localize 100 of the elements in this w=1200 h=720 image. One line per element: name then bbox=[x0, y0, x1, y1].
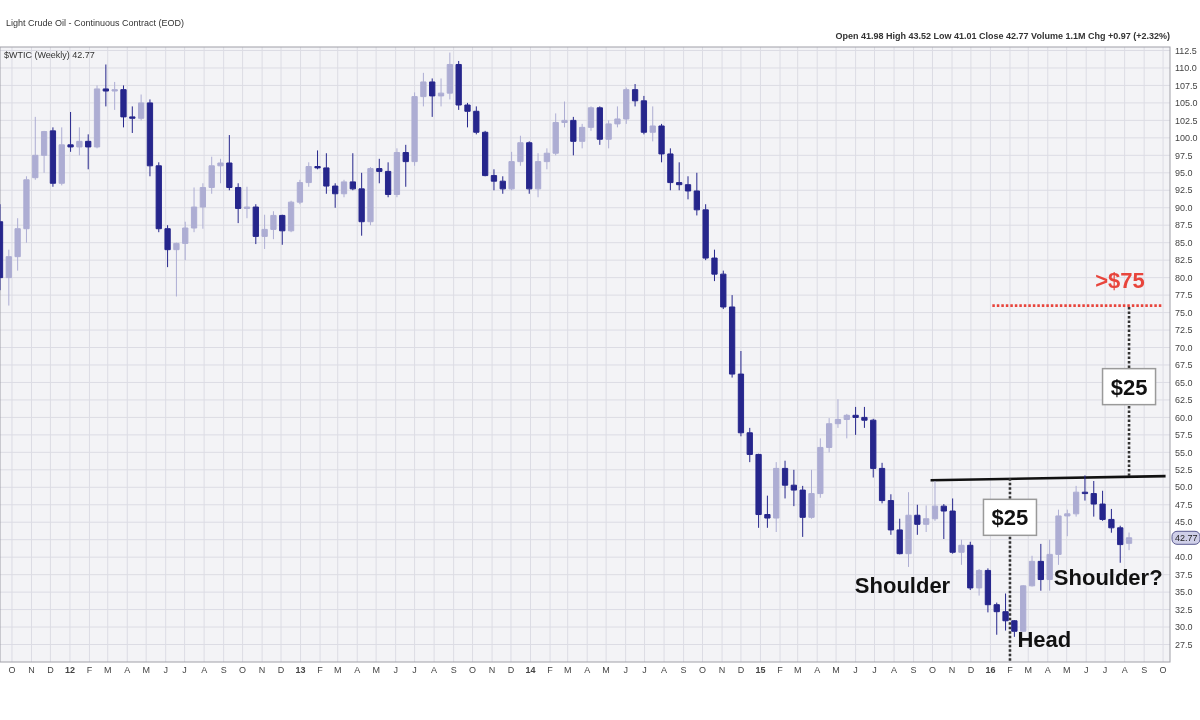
candlestick bbox=[861, 406, 868, 429]
candlestick bbox=[931, 480, 939, 522]
candlestick bbox=[676, 161, 683, 191]
x-tick-label: J bbox=[1083, 665, 1089, 675]
candlestick bbox=[534, 152, 542, 198]
x-tick-label: F bbox=[317, 665, 324, 675]
candlestick bbox=[32, 116, 39, 181]
candlestick bbox=[614, 105, 621, 128]
candlestick bbox=[287, 200, 295, 233]
y-tick-label: 30.0 bbox=[1175, 622, 1193, 633]
candlestick bbox=[305, 161, 312, 188]
candlestick bbox=[270, 210, 277, 240]
x-tick-label: 13 bbox=[295, 665, 306, 675]
candlestick bbox=[737, 350, 745, 437]
candlestick bbox=[49, 126, 57, 188]
candlestick bbox=[1020, 584, 1027, 633]
x-tick-label: M bbox=[832, 665, 840, 675]
x-tick-label: A bbox=[1121, 665, 1128, 675]
candlestick bbox=[473, 105, 480, 135]
candlestick bbox=[5, 249, 12, 307]
x-tick-label: 12 bbox=[64, 665, 75, 675]
candlestick bbox=[411, 91, 418, 167]
x-tick-label: O bbox=[699, 665, 707, 675]
x-tick-label: M bbox=[333, 665, 342, 675]
annotation: $WTIC (Weekly) 42.77 bbox=[4, 50, 95, 60]
candlestick bbox=[746, 427, 753, 463]
candlestick bbox=[1108, 508, 1115, 534]
y-tick-label: 72.5 bbox=[1175, 325, 1193, 336]
candlestick bbox=[190, 186, 198, 233]
candlestick bbox=[949, 497, 956, 555]
x-tick-label: A bbox=[354, 665, 361, 675]
candlestick bbox=[137, 94, 145, 121]
candlestick bbox=[340, 179, 348, 198]
candlestick bbox=[1125, 532, 1133, 551]
x-tick-label: F bbox=[547, 665, 554, 675]
candlestick bbox=[896, 518, 903, 555]
candlestick bbox=[393, 147, 401, 198]
candlestick bbox=[1072, 485, 1080, 518]
candlestick bbox=[596, 105, 603, 146]
y-tick-label: 97.5 bbox=[1175, 150, 1193, 161]
candlestick bbox=[376, 158, 383, 184]
candlestick bbox=[481, 130, 489, 177]
x-tick-label: M bbox=[602, 665, 610, 675]
candlestick bbox=[975, 568, 983, 597]
candlestick bbox=[526, 140, 533, 195]
candlestick bbox=[1099, 490, 1106, 522]
x-tick-label: A bbox=[1044, 665, 1051, 675]
chart-title: Light Crude Oil - Continuous Contract (EOD) bbox=[6, 18, 185, 28]
y-tick-label: 62.5 bbox=[1175, 395, 1193, 406]
candlestick bbox=[499, 175, 506, 195]
x-tick-label: A bbox=[124, 665, 131, 675]
candlestick bbox=[85, 133, 92, 170]
candlestick bbox=[728, 294, 736, 379]
candlestick bbox=[605, 119, 612, 149]
x-tick-label: 15 bbox=[755, 665, 766, 675]
x-tick-label: A bbox=[814, 665, 821, 675]
candlestick bbox=[773, 461, 780, 533]
candlestick bbox=[702, 203, 709, 261]
y-tick-label: 107.5 bbox=[1175, 80, 1198, 91]
candlestick bbox=[552, 112, 559, 156]
x-tick-label: S bbox=[450, 665, 457, 675]
x-tick-label: S bbox=[1141, 665, 1148, 675]
candlestick bbox=[208, 156, 215, 195]
candlestick bbox=[561, 101, 568, 128]
x-tick-label: J bbox=[163, 665, 168, 675]
candlestick bbox=[446, 52, 453, 100]
candlestick bbox=[693, 172, 700, 216]
x-tick-label: J bbox=[412, 665, 417, 675]
x-tick-label: F bbox=[1007, 665, 1014, 675]
candlestick bbox=[684, 175, 692, 200]
candlestick bbox=[40, 130, 48, 174]
x-tick-label: D bbox=[277, 665, 285, 675]
candlestick bbox=[631, 83, 639, 107]
x-tick-label: N bbox=[948, 665, 956, 675]
y-tick-label: 87.5 bbox=[1175, 220, 1193, 231]
candlestick bbox=[817, 437, 824, 499]
x-tick-label: M bbox=[1024, 665, 1032, 675]
candlestick bbox=[349, 152, 356, 191]
candlestick bbox=[261, 214, 268, 250]
x-tick-label: S bbox=[220, 665, 227, 675]
candlestick bbox=[1064, 509, 1071, 537]
y-tick-label: 35.0 bbox=[1175, 587, 1193, 598]
candlestick bbox=[1028, 555, 1036, 588]
x-tick-label: F bbox=[777, 665, 784, 675]
candlestick bbox=[587, 105, 595, 132]
candlestick bbox=[464, 102, 471, 128]
candlestick bbox=[111, 81, 118, 111]
x-tick-label: N bbox=[718, 665, 726, 675]
x-tick-label: F bbox=[86, 665, 93, 675]
x-tick-label: D bbox=[967, 665, 975, 675]
x-tick-label: A bbox=[891, 665, 898, 675]
candlestick bbox=[332, 182, 339, 209]
candlestick bbox=[543, 147, 551, 170]
candlestick bbox=[437, 77, 445, 107]
candlestick bbox=[843, 413, 850, 439]
y-tick-label: 77.5 bbox=[1175, 290, 1193, 301]
x-tick-label: N bbox=[488, 665, 496, 675]
x-tick-label: N bbox=[28, 665, 35, 675]
y-tick-label: 85.0 bbox=[1175, 237, 1193, 248]
candlestick bbox=[1046, 539, 1053, 592]
